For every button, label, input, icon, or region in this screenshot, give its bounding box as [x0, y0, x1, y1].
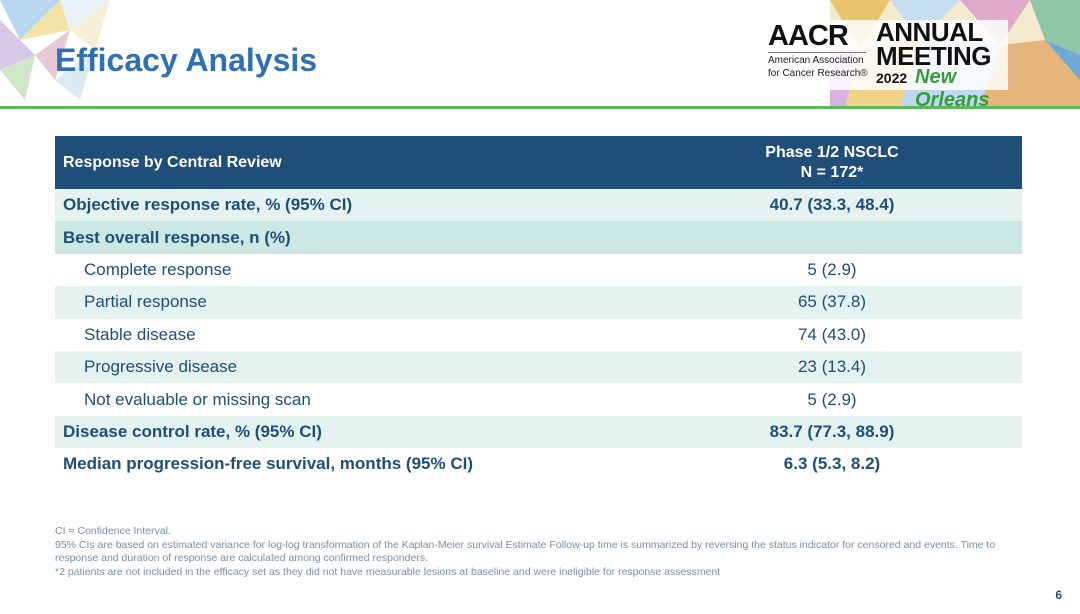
- footnote-ci-definition: CI = Confidence Interval.: [55, 525, 171, 537]
- footnotes: CI = Confidence Interval. 95% CIs are ba…: [55, 525, 1015, 579]
- row-label: Median progression-free survival, months…: [55, 448, 642, 481]
- footnote-ci-method: 95% CIs are based on estimated variance …: [55, 538, 996, 565]
- row-value: 40.7 (33.3, 48.4): [642, 189, 1022, 222]
- row-not-evaluable: Not evaluable or missing scan 5 (2.9): [55, 383, 1022, 416]
- logo-org-text: American Association for Cancer Research…: [768, 55, 868, 79]
- corner-decoration: [0, 0, 110, 100]
- header-cohort-name: Phase 1/2 NSCLC: [765, 143, 899, 161]
- row-progressive-disease: Progressive disease 23 (13.4): [55, 350, 1022, 384]
- logo-aacr-text: AACR: [768, 20, 849, 52]
- row-value: 5 (2.9): [642, 253, 1022, 287]
- row-value: 65 (37.8): [642, 286, 1022, 319]
- row-value: [642, 221, 1022, 254]
- table-header-row: Response by Central Review Phase 1/2 NSC…: [55, 136, 1022, 189]
- logo-annual-text: ANNUAL: [876, 17, 983, 47]
- row-label: Progressive disease: [55, 350, 642, 384]
- aacr-logo: AACR American Association for Cancer Res…: [768, 17, 1008, 111]
- header-response-by-central-review: Response by Central Review: [55, 136, 642, 189]
- row-value: 23 (13.4): [642, 350, 1022, 384]
- logo-city-text: New Orleans: [915, 66, 990, 111]
- row-label: Not evaluable or missing scan: [55, 383, 642, 416]
- header-phase-cohort: Phase 1/2 NSCLC N = 172*: [642, 136, 1022, 189]
- row-stable-disease: Stable disease 74 (43.0): [55, 318, 1022, 351]
- efficacy-table: Response by Central Review Phase 1/2 NSC…: [55, 136, 1022, 481]
- row-value: 5 (2.9): [642, 383, 1022, 416]
- row-label: Stable disease: [55, 318, 642, 351]
- logo-year-text: 2022: [876, 70, 908, 86]
- logo-meeting-text: MEETING: [876, 41, 991, 71]
- row-complete-response: Complete response 5 (2.9): [55, 253, 1022, 287]
- row-value: 74 (43.0): [642, 318, 1022, 351]
- row-best-overall-response: Best overall response, n (%): [55, 221, 1022, 254]
- footnote-efficacy-set: *2 patients are not included in the effi…: [55, 565, 721, 578]
- page-title: Efficacy Analysis: [55, 42, 318, 78]
- row-partial-response: Partial response 65 (37.8): [55, 286, 1022, 319]
- row-label: Complete response: [55, 253, 642, 287]
- logo-divider: [768, 52, 866, 53]
- row-median-pfs: Median progression-free survival, months…: [55, 448, 1022, 481]
- row-disease-control-rate: Disease control rate, % (95% CI) 83.7 (7…: [55, 415, 1022, 449]
- row-label: Best overall response, n (%): [55, 221, 642, 254]
- header-cohort-n: N = 172*: [800, 163, 864, 181]
- row-objective-response-rate: Objective response rate, % (95% CI) 40.7…: [55, 189, 1022, 222]
- page-number: 6: [1055, 588, 1062, 602]
- row-label: Objective response rate, % (95% CI): [55, 189, 642, 222]
- header-divider: [0, 106, 1080, 109]
- row-label: Disease control rate, % (95% CI): [55, 415, 642, 449]
- row-label: Partial response: [55, 286, 642, 319]
- row-value: 6.3 (5.3, 8.2): [642, 448, 1022, 481]
- row-value: 83.7 (77.3, 88.9): [642, 415, 1022, 449]
